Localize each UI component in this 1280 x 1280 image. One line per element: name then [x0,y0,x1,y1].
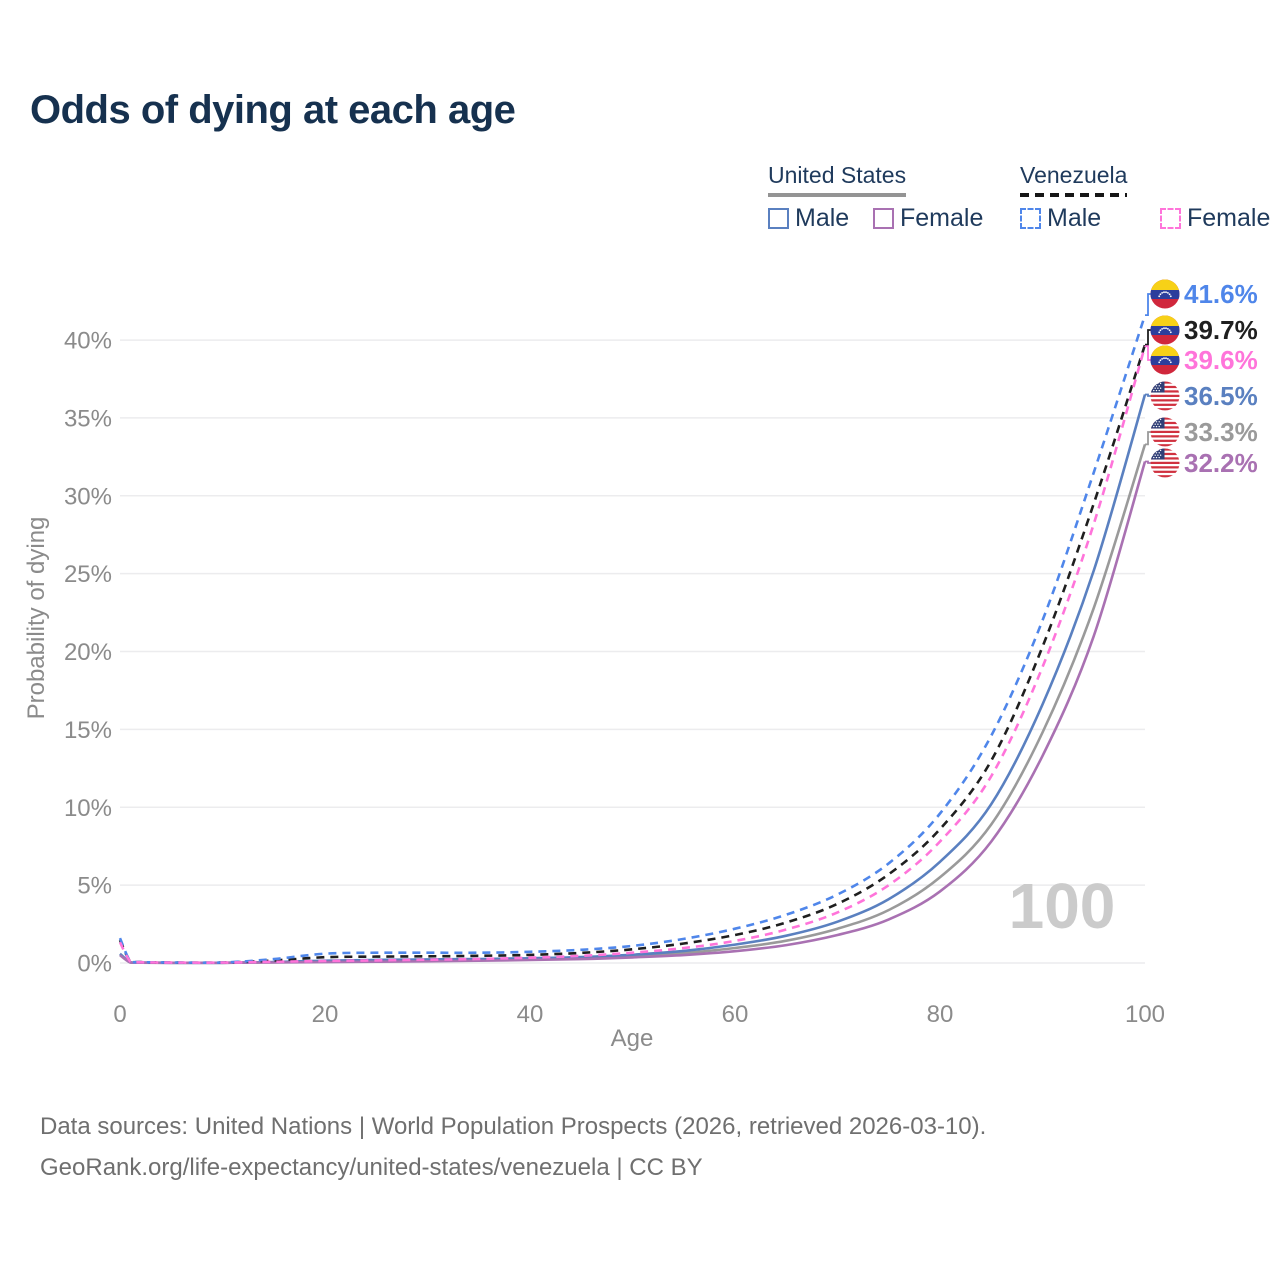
legend-item-label: Male [795,204,850,232]
us-flag-icon [1150,448,1180,478]
legend-item-ve-female[interactable]: Female [1160,204,1270,233]
series-line-united-states-female[interactable] [119,461,1147,965]
series-line-venezuela-male[interactable] [118,314,1147,965]
end-label-us-male: 36.5% [1150,381,1258,411]
end-label-value: 39.7% [1184,314,1258,345]
y-tick: 40% [64,328,112,355]
y-tick: 30% [64,483,112,510]
y-tick: 0% [77,951,112,978]
legend-group-title: Venezuela [1020,162,1128,188]
venezuela-flag-icon [1150,315,1180,345]
data-sources-line: Data sources: United Nations | World Pop… [40,1113,987,1140]
legend-item-us-male[interactable]: Male [768,204,849,233]
y-tick: 35% [64,405,112,432]
y-tick: 20% [64,639,112,666]
y-axis-ticks: 0% 5% 10% 15% 20% 25% 30% 35% 40% [64,328,112,978]
legend-item-label: Male [1047,204,1102,232]
series-curves [118,314,1147,965]
x-tick: 0 [113,1001,126,1028]
legend-group-united-states: United States [768,162,907,197]
y-tick: 10% [64,795,112,822]
end-label-value: 41.6% [1184,278,1258,309]
y-axis-title: Probability of dying [23,517,50,720]
x-tick: 60 [722,1001,749,1028]
legend-item-us-female[interactable]: Female [873,204,983,233]
legend-item-label: Female [900,204,984,232]
attribution-line: GeoRank.org/life-expectancy/united-state… [40,1154,703,1181]
age-counter-watermark: 100 [1009,870,1116,942]
end-label-venezuela-female: 39.6% [1150,345,1258,375]
legend-item-label: Female [1187,204,1271,232]
us-flag-icon [1150,417,1180,447]
gridlines [120,339,1145,964]
footer: Data sources: United Nations | World Pop… [40,1106,986,1188]
us-flag-icon [1150,381,1180,411]
end-label-us-total: 33.3% [1150,417,1258,447]
series-line-united-states-male[interactable] [119,394,1147,965]
end-label-value: 32.2% [1184,447,1258,478]
venezuela-flag-icon [1150,345,1180,375]
end-label-us-female: 32.2% [1150,448,1258,478]
x-axis-title: Age [611,1025,654,1052]
venezuela-flag-icon [1150,279,1180,309]
end-label-value: 36.5% [1184,380,1258,411]
solid-line-sample [768,193,907,197]
x-tick: 100 [1125,1001,1165,1028]
end-label-value: 39.6% [1184,344,1258,375]
y-tick: 5% [77,873,112,900]
dashed-line-sample [1020,193,1128,197]
legend-group-title: United States [768,162,907,188]
legend-group-venezuela: Venezuela [1020,162,1128,197]
legend-item-ve-male[interactable]: Male [1020,204,1101,233]
ve-male-swatch-icon [1020,208,1041,229]
x-tick: 40 [517,1001,544,1028]
line-chart: 100 0% 5% 10% 15% 20% 25% 30% 35% 40% 0 … [23,293,1165,1052]
us-female-swatch-icon [873,208,894,229]
y-tick: 15% [64,717,112,744]
series-line-venezuela-female[interactable] [118,345,1147,964]
y-tick: 25% [64,561,112,588]
end-label-value: 33.3% [1184,416,1258,447]
end-label-venezuela-male: 41.6% [1150,279,1258,309]
end-label-venezuela-total: 39.7% [1150,315,1258,345]
x-tick: 80 [927,1001,954,1028]
page-title: Odds of dying at each age [30,88,516,132]
ve-female-swatch-icon [1160,208,1181,229]
x-tick: 20 [312,1001,339,1028]
us-male-swatch-icon [768,208,789,229]
x-axis-ticks: 0 20 40 60 80 100 [113,1001,1165,1028]
series-line-venezuela-total[interactable] [118,344,1147,965]
